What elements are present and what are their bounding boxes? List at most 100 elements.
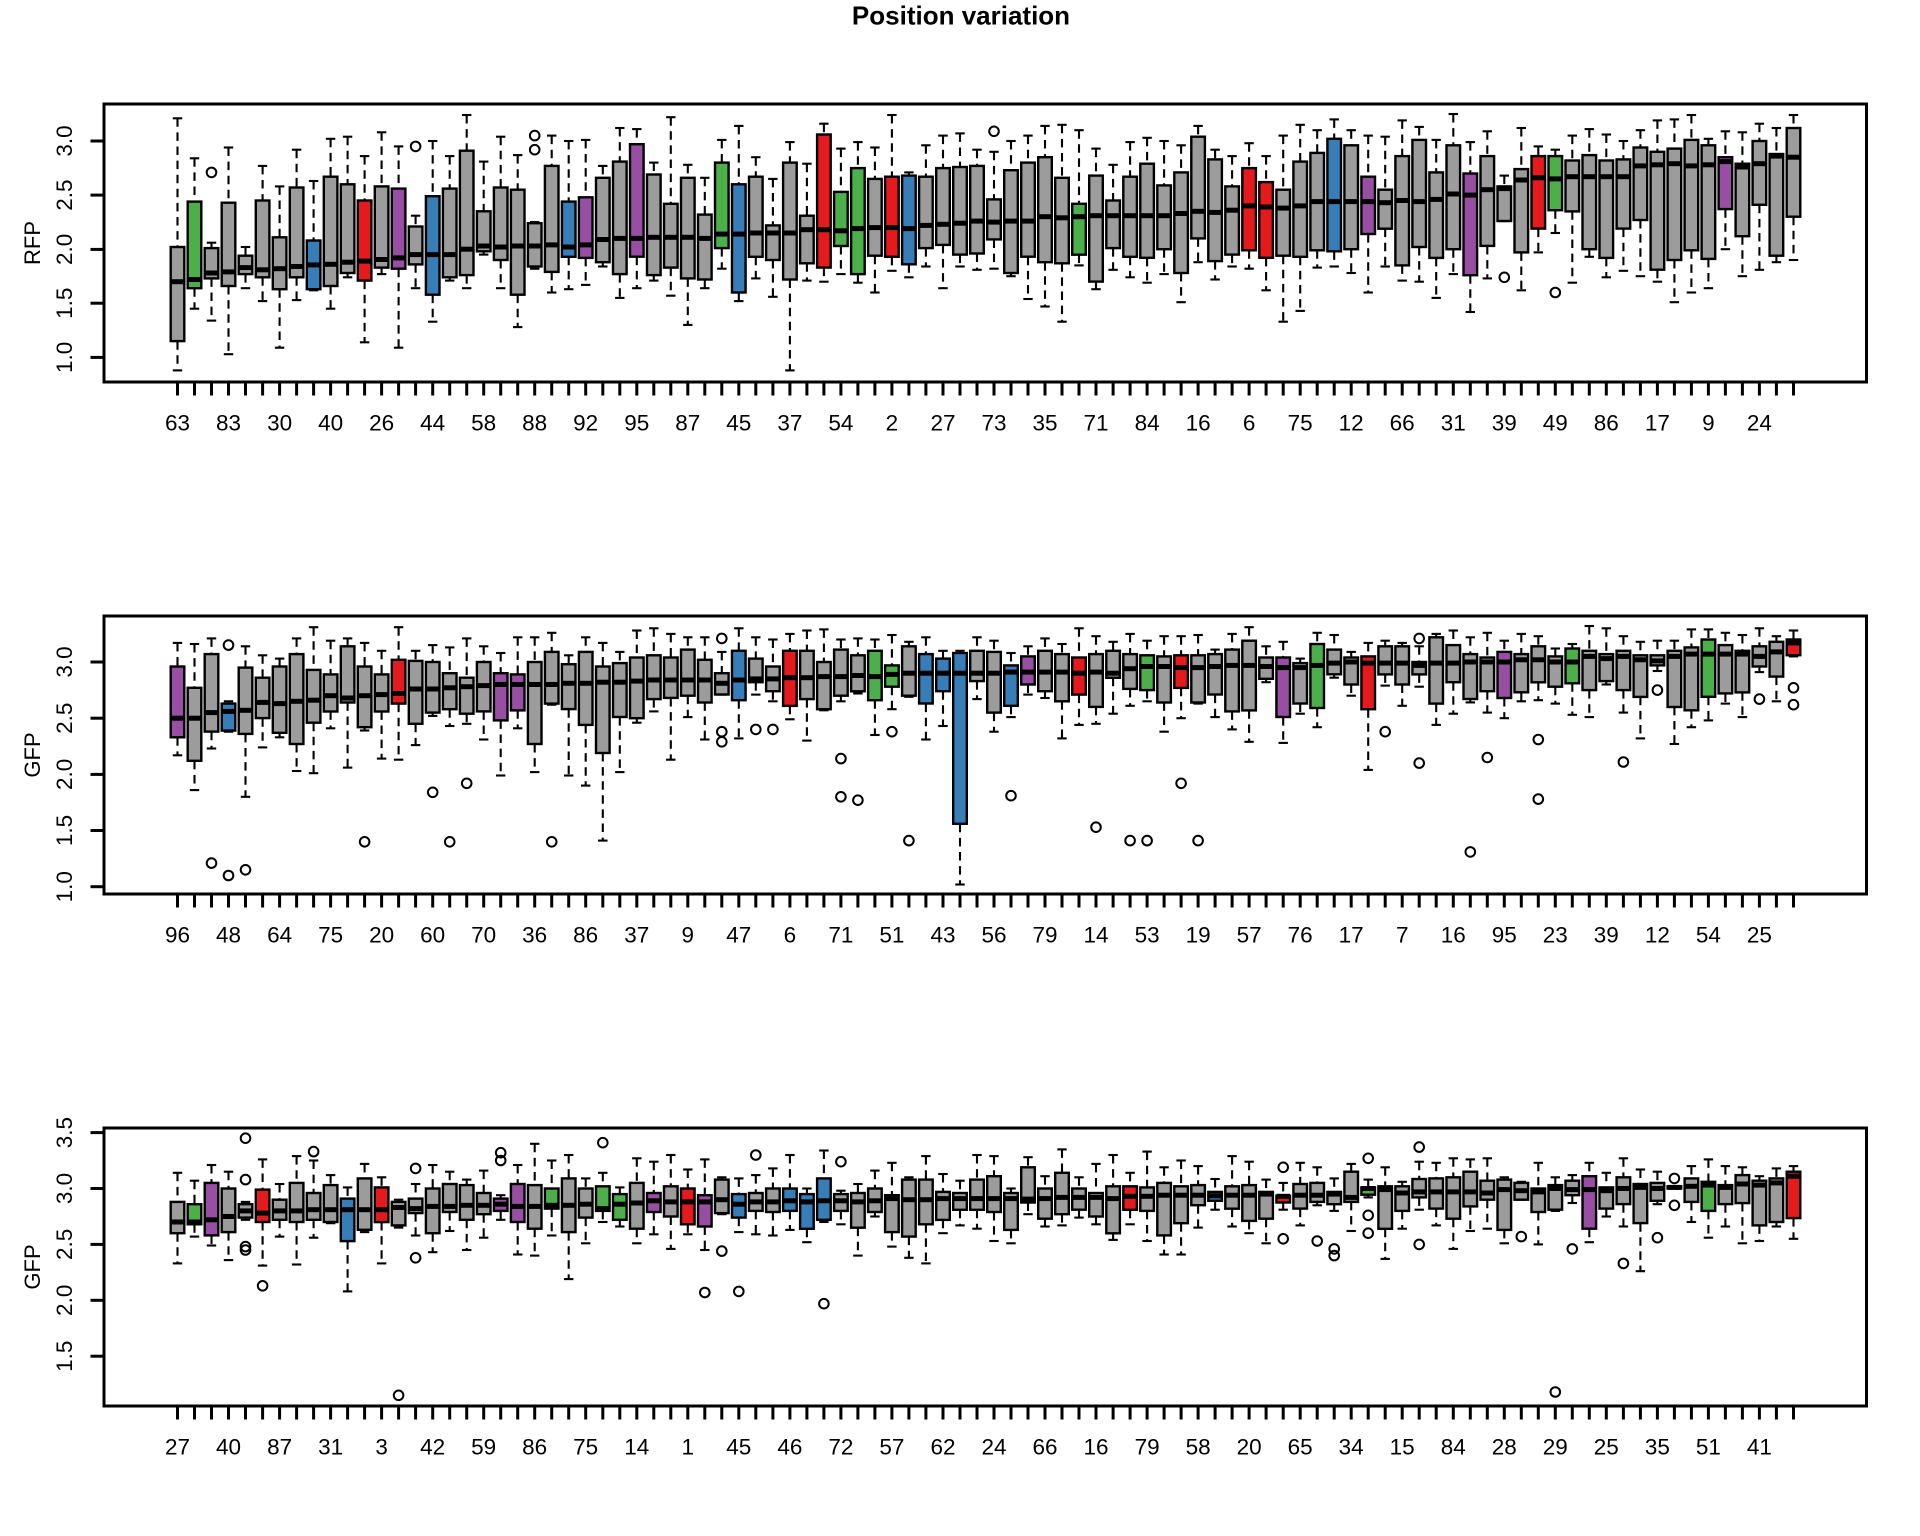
svg-text:16: 16 [1186, 411, 1211, 436]
svg-text:2.5: 2.5 [52, 179, 77, 210]
svg-text:54: 54 [1696, 923, 1721, 948]
svg-text:49: 49 [1543, 411, 1568, 436]
svg-text:66: 66 [1390, 411, 1415, 436]
svg-text:2.0: 2.0 [52, 234, 77, 265]
svg-text:14: 14 [624, 1435, 649, 1460]
svg-text:3: 3 [375, 1435, 388, 1460]
svg-text:2.5: 2.5 [52, 703, 77, 734]
svg-text:84: 84 [1135, 411, 1160, 436]
svg-text:95: 95 [624, 411, 649, 436]
svg-text:27: 27 [165, 1435, 190, 1460]
svg-text:19: 19 [1186, 923, 1211, 948]
svg-text:1.0: 1.0 [52, 342, 77, 373]
svg-text:2.5: 2.5 [52, 1229, 77, 1260]
svg-text:84: 84 [1441, 1435, 1466, 1460]
svg-text:62: 62 [930, 1435, 955, 1460]
svg-text:25: 25 [1594, 1435, 1619, 1460]
svg-text:65: 65 [1288, 1435, 1313, 1460]
svg-text:76: 76 [1288, 923, 1313, 948]
svg-text:1: 1 [682, 1435, 695, 1460]
svg-text:75: 75 [1288, 411, 1313, 436]
svg-text:45: 45 [726, 411, 751, 436]
svg-text:14: 14 [1083, 923, 1108, 948]
svg-text:6: 6 [1243, 411, 1256, 436]
svg-text:73: 73 [981, 411, 1006, 436]
svg-text:12: 12 [1339, 411, 1364, 436]
svg-text:95: 95 [1492, 923, 1517, 948]
svg-text:17: 17 [1645, 411, 1670, 436]
svg-text:9: 9 [1702, 411, 1715, 436]
svg-text:2: 2 [886, 411, 899, 436]
svg-text:1.5: 1.5 [52, 1341, 77, 1372]
svg-text:9: 9 [682, 923, 695, 948]
svg-text:24: 24 [1747, 411, 1772, 436]
svg-text:48: 48 [216, 923, 241, 948]
svg-text:58: 58 [471, 411, 496, 436]
svg-text:45: 45 [726, 1435, 751, 1460]
svg-text:30: 30 [267, 411, 292, 436]
svg-text:40: 40 [318, 411, 343, 436]
svg-text:16: 16 [1441, 923, 1466, 948]
svg-text:39: 39 [1594, 923, 1619, 948]
svg-text:72: 72 [828, 1435, 853, 1460]
svg-text:54: 54 [828, 411, 853, 436]
svg-text:57: 57 [1237, 923, 1262, 948]
svg-text:44: 44 [420, 411, 445, 436]
svg-text:79: 79 [1032, 923, 1057, 948]
svg-text:75: 75 [318, 923, 343, 948]
svg-text:56: 56 [981, 923, 1006, 948]
svg-text:20: 20 [1237, 1435, 1262, 1460]
svg-text:RFP: RFP [20, 221, 45, 265]
svg-text:26: 26 [369, 411, 394, 436]
svg-text:71: 71 [828, 923, 853, 948]
svg-text:35: 35 [1645, 1435, 1670, 1460]
svg-text:GFP: GFP [20, 1244, 45, 1289]
svg-text:47: 47 [726, 923, 751, 948]
svg-text:79: 79 [1135, 1435, 1160, 1460]
svg-text:23: 23 [1543, 923, 1568, 948]
svg-text:71: 71 [1083, 411, 1108, 436]
svg-text:1.0: 1.0 [52, 871, 77, 902]
svg-text:88: 88 [522, 411, 547, 436]
svg-text:34: 34 [1339, 1435, 1364, 1460]
svg-text:46: 46 [777, 1435, 802, 1460]
svg-text:16: 16 [1083, 1435, 1108, 1460]
svg-text:96: 96 [165, 923, 190, 948]
svg-text:15: 15 [1390, 1435, 1415, 1460]
svg-text:31: 31 [318, 1435, 343, 1460]
svg-text:29: 29 [1543, 1435, 1568, 1460]
svg-text:20: 20 [369, 923, 394, 948]
svg-text:66: 66 [1032, 1435, 1057, 1460]
svg-text:70: 70 [471, 923, 496, 948]
svg-text:24: 24 [981, 1435, 1006, 1460]
svg-text:92: 92 [573, 411, 598, 436]
svg-text:3.0: 3.0 [52, 125, 77, 156]
svg-text:87: 87 [675, 411, 700, 436]
svg-text:36: 36 [522, 923, 547, 948]
svg-text:64: 64 [267, 923, 292, 948]
svg-text:17: 17 [1339, 923, 1364, 948]
svg-text:31: 31 [1441, 411, 1466, 436]
svg-text:40: 40 [216, 1435, 241, 1460]
svg-text:2.0: 2.0 [52, 759, 77, 790]
svg-text:37: 37 [624, 923, 649, 948]
svg-text:86: 86 [1594, 411, 1619, 436]
svg-text:60: 60 [420, 923, 445, 948]
svg-text:1.5: 1.5 [52, 815, 77, 846]
svg-text:63: 63 [165, 411, 190, 436]
svg-text:41: 41 [1747, 1435, 1772, 1460]
svg-text:27: 27 [930, 411, 955, 436]
svg-text:39: 39 [1492, 411, 1517, 436]
svg-text:42: 42 [420, 1435, 445, 1460]
svg-text:83: 83 [216, 411, 241, 436]
svg-text:3.0: 3.0 [52, 1173, 77, 1204]
svg-text:86: 86 [522, 1435, 547, 1460]
svg-text:51: 51 [1696, 1435, 1721, 1460]
svg-text:3.0: 3.0 [52, 646, 77, 677]
svg-text:3.5: 3.5 [52, 1117, 77, 1148]
svg-text:43: 43 [930, 923, 955, 948]
svg-text:25: 25 [1747, 923, 1772, 948]
svg-text:58: 58 [1186, 1435, 1211, 1460]
svg-text:12: 12 [1645, 923, 1670, 948]
svg-text:7: 7 [1396, 923, 1409, 948]
